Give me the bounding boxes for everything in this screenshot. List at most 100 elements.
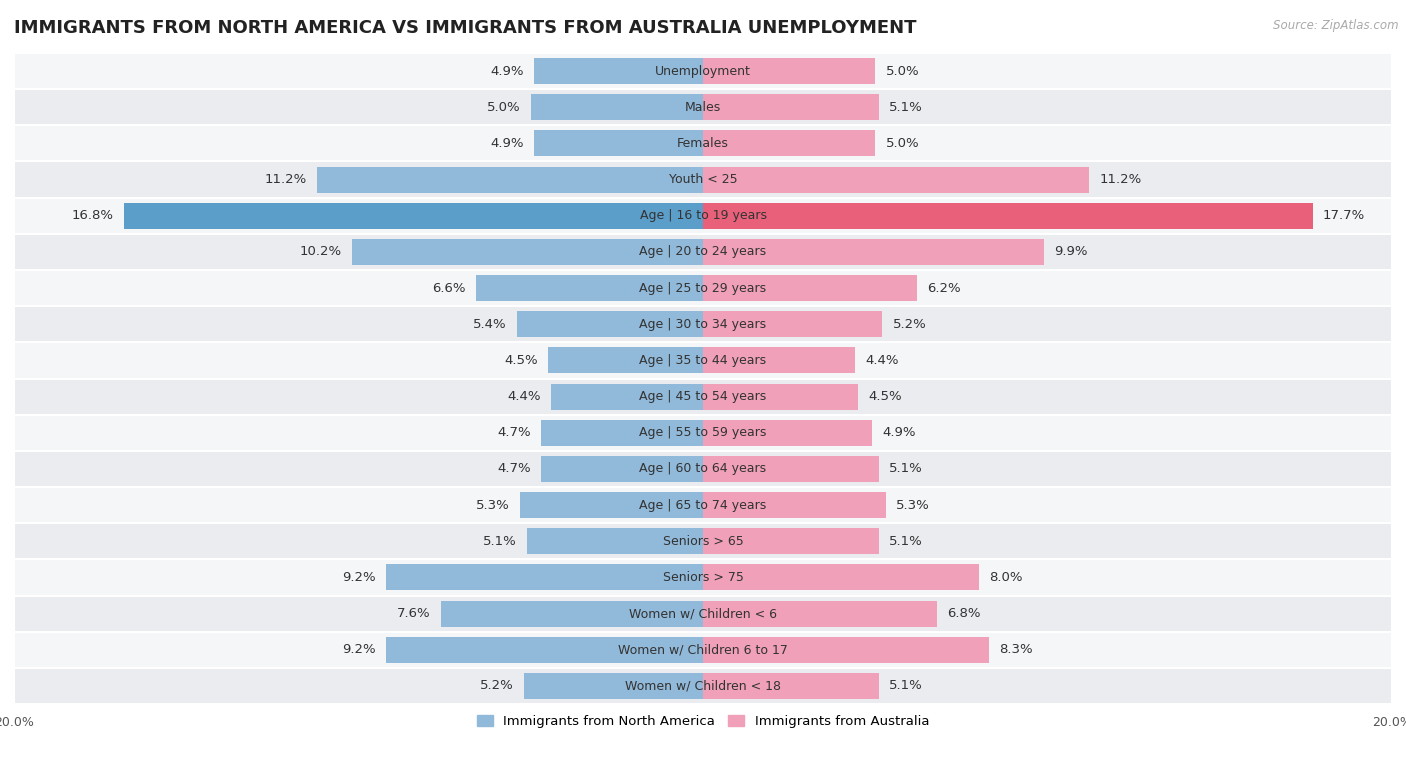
Bar <box>541 419 703 446</box>
Bar <box>551 384 703 410</box>
Bar <box>703 130 875 157</box>
Bar <box>14 631 1392 668</box>
Text: 5.3%: 5.3% <box>896 499 929 512</box>
Bar <box>524 673 703 699</box>
Bar <box>703 673 879 699</box>
Bar <box>703 565 979 590</box>
Text: Age | 65 to 74 years: Age | 65 to 74 years <box>640 499 766 512</box>
Bar <box>14 53 1392 89</box>
Text: 9.9%: 9.9% <box>1054 245 1088 258</box>
Text: 7.6%: 7.6% <box>398 607 430 620</box>
Bar <box>14 668 1392 704</box>
Bar <box>703 58 875 84</box>
Bar <box>520 492 703 518</box>
Text: 8.0%: 8.0% <box>988 571 1022 584</box>
Bar <box>14 342 1392 378</box>
Bar <box>387 565 703 590</box>
Bar <box>534 58 703 84</box>
Text: 16.8%: 16.8% <box>72 209 114 223</box>
Text: 4.9%: 4.9% <box>491 137 524 150</box>
Text: 4.7%: 4.7% <box>498 426 531 439</box>
Text: Age | 35 to 44 years: Age | 35 to 44 years <box>640 354 766 367</box>
Bar <box>352 239 703 265</box>
Text: Age | 20 to 24 years: Age | 20 to 24 years <box>640 245 766 258</box>
Text: 11.2%: 11.2% <box>1099 173 1142 186</box>
Bar <box>14 161 1392 198</box>
Bar <box>14 270 1392 306</box>
Text: 4.9%: 4.9% <box>491 64 524 77</box>
Bar <box>124 203 703 229</box>
Text: Age | 55 to 59 years: Age | 55 to 59 years <box>640 426 766 439</box>
Text: Women w/ Children < 6: Women w/ Children < 6 <box>628 607 778 620</box>
Bar <box>703 347 855 373</box>
Bar <box>703 637 988 663</box>
Text: Age | 30 to 34 years: Age | 30 to 34 years <box>640 318 766 331</box>
Text: 8.3%: 8.3% <box>1000 643 1033 656</box>
Text: 5.1%: 5.1% <box>889 463 922 475</box>
Bar <box>318 167 703 192</box>
Bar <box>387 637 703 663</box>
Text: 9.2%: 9.2% <box>342 643 375 656</box>
Text: Unemployment: Unemployment <box>655 64 751 77</box>
Text: Youth < 25: Youth < 25 <box>669 173 737 186</box>
Text: Source: ZipAtlas.com: Source: ZipAtlas.com <box>1274 19 1399 32</box>
Bar <box>14 198 1392 234</box>
Bar <box>475 275 703 301</box>
Text: Women w/ Children < 18: Women w/ Children < 18 <box>626 680 780 693</box>
Bar <box>517 311 703 338</box>
Bar <box>531 94 703 120</box>
Text: 5.2%: 5.2% <box>893 318 927 331</box>
Text: Age | 60 to 64 years: Age | 60 to 64 years <box>640 463 766 475</box>
Text: 5.0%: 5.0% <box>886 64 920 77</box>
Text: Males: Males <box>685 101 721 114</box>
Bar <box>14 234 1392 270</box>
Bar <box>541 456 703 482</box>
Bar <box>703 94 879 120</box>
Text: 5.1%: 5.1% <box>484 534 517 548</box>
Bar <box>14 487 1392 523</box>
Text: 4.7%: 4.7% <box>498 463 531 475</box>
Text: Seniors > 75: Seniors > 75 <box>662 571 744 584</box>
Bar <box>14 126 1392 161</box>
Bar <box>14 415 1392 451</box>
Text: 4.5%: 4.5% <box>869 390 903 403</box>
Bar <box>703 528 879 554</box>
Bar <box>14 559 1392 596</box>
Bar <box>441 600 703 627</box>
Text: Females: Females <box>678 137 728 150</box>
Text: 4.5%: 4.5% <box>503 354 537 367</box>
Text: 4.4%: 4.4% <box>508 390 541 403</box>
Bar <box>703 492 886 518</box>
Bar <box>703 419 872 446</box>
Bar <box>703 203 1313 229</box>
Text: IMMIGRANTS FROM NORTH AMERICA VS IMMIGRANTS FROM AUSTRALIA UNEMPLOYMENT: IMMIGRANTS FROM NORTH AMERICA VS IMMIGRA… <box>14 19 917 37</box>
Text: 10.2%: 10.2% <box>299 245 342 258</box>
Text: 17.7%: 17.7% <box>1323 209 1365 223</box>
Text: 5.2%: 5.2% <box>479 680 513 693</box>
Text: 5.3%: 5.3% <box>477 499 510 512</box>
Text: 11.2%: 11.2% <box>264 173 307 186</box>
Bar <box>703 600 938 627</box>
Bar <box>703 275 917 301</box>
Text: Age | 16 to 19 years: Age | 16 to 19 years <box>640 209 766 223</box>
Text: 9.2%: 9.2% <box>342 571 375 584</box>
Text: 4.9%: 4.9% <box>882 426 915 439</box>
Bar <box>548 347 703 373</box>
Text: 4.4%: 4.4% <box>865 354 898 367</box>
Text: 5.4%: 5.4% <box>472 318 506 331</box>
Text: Seniors > 65: Seniors > 65 <box>662 534 744 548</box>
Bar <box>703 311 882 338</box>
Bar <box>14 89 1392 126</box>
Bar <box>527 528 703 554</box>
Text: 6.8%: 6.8% <box>948 607 981 620</box>
Text: 5.0%: 5.0% <box>486 101 520 114</box>
Text: Women w/ Children 6 to 17: Women w/ Children 6 to 17 <box>619 643 787 656</box>
Text: 6.2%: 6.2% <box>927 282 960 294</box>
Bar <box>14 378 1392 415</box>
Bar <box>14 306 1392 342</box>
Bar <box>703 456 879 482</box>
Text: Age | 25 to 29 years: Age | 25 to 29 years <box>640 282 766 294</box>
Bar <box>534 130 703 157</box>
Text: 5.1%: 5.1% <box>889 534 922 548</box>
Text: 5.1%: 5.1% <box>889 680 922 693</box>
